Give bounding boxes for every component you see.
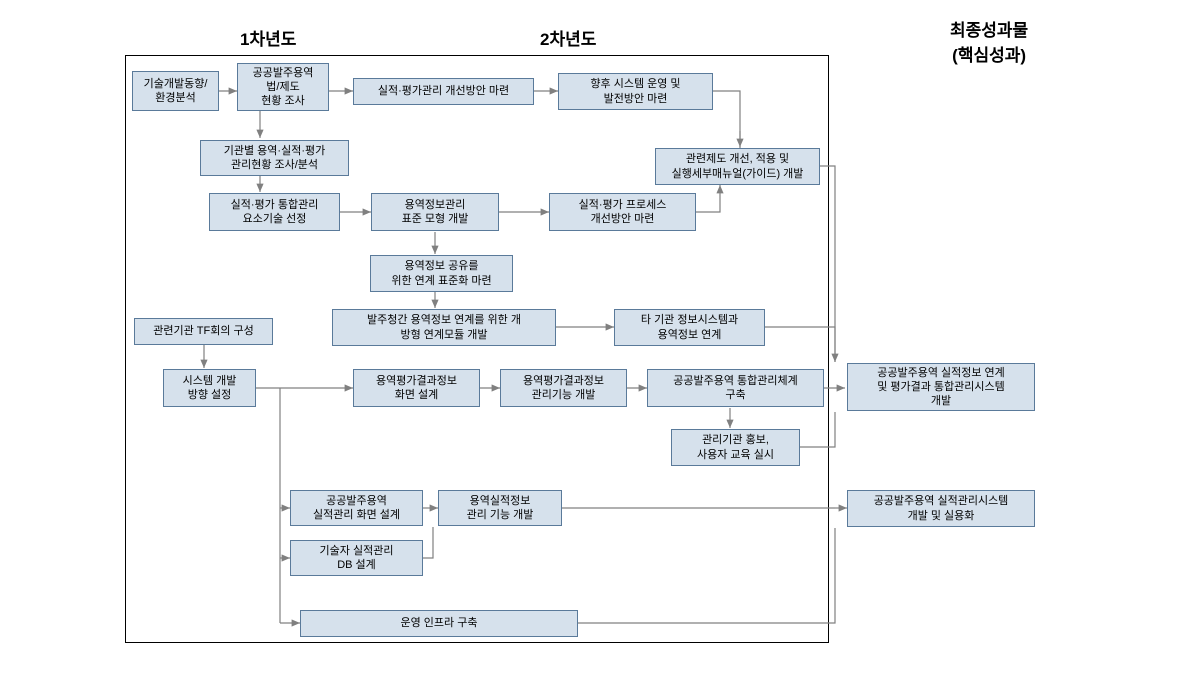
node-engineer-db: 기술자 실적관리 DB 설계 [290,540,423,576]
node-final-perf-system: 공공발주용역 실적관리시스템 개발 및 실용화 [847,490,1035,527]
node-process-improve: 실적·평가 프로세스 개선방안 마련 [549,193,696,231]
node-law-survey: 공공발주용역 법/제도 현황 조사 [237,63,329,111]
node-guide-dev: 관련제도 개선, 적용 및 실행세부매뉴얼(가이드) 개발 [655,148,820,185]
node-perf-func: 용역실적정보 관리 기능 개발 [438,490,562,526]
node-eval-func: 용역평가결과정보 관리기능 개발 [500,369,627,407]
node-integrated-mgmt: 공공발주용역 통합관리체계 구축 [647,369,824,407]
header-year1: 1차년도 [240,25,296,50]
node-training: 관리기관 홍보, 사용자 교육 실시 [671,429,800,466]
node-agency-survey: 기관별 용역·실적·평가 관리현황 조사/분석 [200,140,349,176]
node-other-system-link: 타 기관 정보시스템과 용역정보 연계 [614,309,765,346]
node-improve-plan: 실적·평가관리 개선방안 마련 [353,78,534,105]
node-element-tech: 실적·평가 통합관리 요소기술 선정 [209,193,340,231]
node-infra: 운영 인프라 구축 [300,610,578,637]
node-tf-meeting: 관련기관 TF회의 구성 [134,318,273,345]
node-eval-screen: 용역평가결과정보 화면 설계 [353,369,480,407]
header-year2: 2차년도 [540,25,596,50]
node-open-module: 발주청간 용역정보 연계를 위한 개 방형 연계모듈 개발 [332,309,556,346]
node-std-model: 용역정보관리 표준 모형 개발 [371,193,499,231]
node-tech-trend: 기술개발동향/ 환경분석 [132,71,219,111]
node-final-integrated: 공공발주용역 실적정보 연계 및 평가결과 통합관리시스템 개발 [847,363,1035,411]
node-future-system: 향후 시스템 운영 및 발전방안 마련 [558,73,713,110]
node-dev-direction: 시스템 개발 방향 설정 [163,369,256,407]
header-final: 최종성과물 (핵심성과) [950,16,1028,66]
node-link-std: 용역정보 공유를 위한 연계 표준화 마련 [370,255,513,292]
node-perf-screen: 공공발주용역 실적관리 화면 설계 [290,490,423,526]
